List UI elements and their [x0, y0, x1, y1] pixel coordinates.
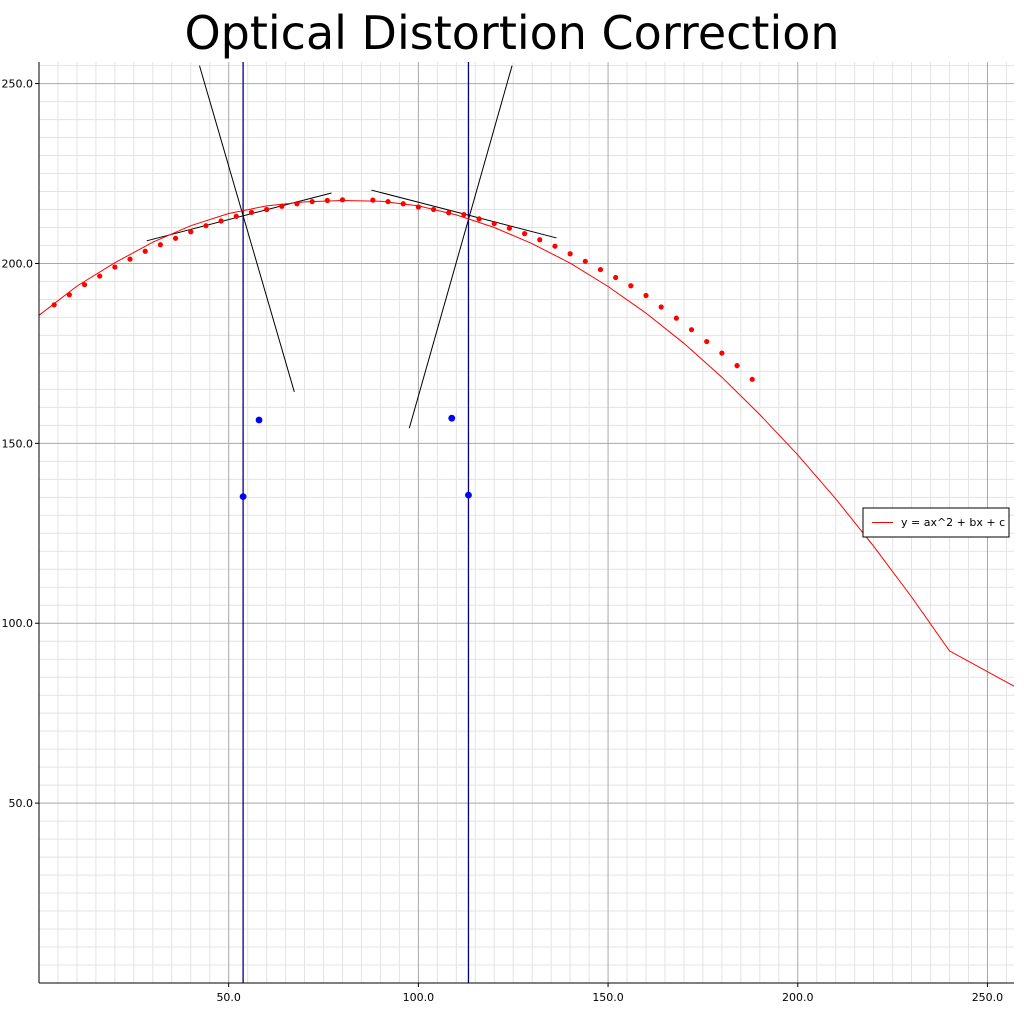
- data-point-red: [188, 229, 194, 235]
- y-tick-label: 100.0: [2, 617, 34, 630]
- data-point-red: [233, 213, 239, 219]
- data-point-red: [537, 237, 543, 243]
- data-point-red: [461, 211, 467, 218]
- data-point-red: [491, 220, 497, 227]
- y-tick-label: 250.0: [2, 78, 34, 91]
- data-point-red: [324, 197, 330, 204]
- fit-curve: [38, 199, 1015, 687]
- data-point-red: [567, 251, 573, 257]
- x-tick-label: 100.0: [403, 991, 435, 1004]
- data-point-red: [400, 201, 406, 207]
- x-tick-label: 150.0: [592, 991, 624, 1004]
- data-point-red: [597, 266, 604, 273]
- grid-major: [39, 62, 1014, 983]
- data-point-red: [446, 210, 452, 216]
- data-point-red: [97, 273, 103, 279]
- blue-points: [239, 414, 472, 500]
- tangent-line: [408, 65, 513, 429]
- data-point-red: [643, 292, 649, 299]
- legend: y = ax^2 + bx + c: [862, 507, 1010, 538]
- data-point-red: [339, 197, 346, 203]
- grid-minor: [39, 62, 1014, 983]
- data-point-red: [218, 218, 224, 224]
- data-point-blue: [448, 414, 456, 422]
- data-point-red: [309, 198, 315, 205]
- data-point-red: [264, 206, 270, 213]
- data-point-red: [203, 223, 209, 229]
- data-point-red: [415, 204, 421, 210]
- data-point-red: [81, 282, 88, 288]
- data-point-red: [430, 206, 437, 213]
- tangent-line: [146, 192, 332, 242]
- x-tick-label: 50.0: [216, 991, 241, 1004]
- data-point-red: [385, 198, 391, 205]
- y-tick-label: 200.0: [2, 257, 34, 270]
- chart-title: Optical Distortion Correction: [184, 6, 840, 60]
- data-point-red: [749, 376, 755, 382]
- data-point-blue: [255, 416, 263, 424]
- x-tick-label: 250.0: [972, 991, 1004, 1004]
- data-point-red: [719, 350, 725, 356]
- data-point-red: [294, 201, 300, 207]
- data-point-red: [112, 264, 118, 270]
- data-point-red: [248, 209, 255, 215]
- data-point-red: [172, 235, 179, 241]
- legend-label: y = ax^2 + bx + c: [901, 516, 1005, 529]
- data-point-red: [127, 256, 133, 262]
- axes: [35, 62, 1014, 987]
- data-point-red: [66, 292, 72, 298]
- data-point-red: [613, 274, 619, 281]
- data-point-red: [552, 243, 558, 249]
- data-point-red: [370, 197, 376, 203]
- y-tick-label: 50.0: [9, 797, 34, 810]
- x-tick-label: 200.0: [782, 991, 814, 1004]
- data-point-red: [704, 338, 710, 345]
- fit-curve-group: [38, 199, 1015, 687]
- red-points: [51, 197, 755, 382]
- data-point-red: [51, 302, 57, 308]
- data-point-red: [734, 363, 740, 369]
- data-point-red: [506, 225, 513, 231]
- data-point-red: [582, 258, 588, 264]
- y-tick-label: 150.0: [2, 437, 34, 450]
- data-point-blue: [465, 491, 472, 499]
- data-point-red: [476, 216, 482, 222]
- tangent-line: [198, 65, 295, 393]
- data-point-red: [688, 327, 695, 333]
- data-point-blue: [239, 493, 247, 500]
- data-point-red: [142, 248, 148, 254]
- data-point-red: [279, 203, 285, 209]
- data-point-red: [628, 283, 634, 289]
- data-point-red: [673, 315, 679, 321]
- tick-labels: 50.0 100.0 150.0 200.0 250.0 50.0 100.0 150.0 20…: [2, 78, 1004, 1004]
- data-point-red: [658, 304, 664, 310]
- data-point-red: [522, 231, 528, 237]
- data-point-red: [157, 242, 164, 248]
- vertical-lines: [242, 62, 470, 983]
